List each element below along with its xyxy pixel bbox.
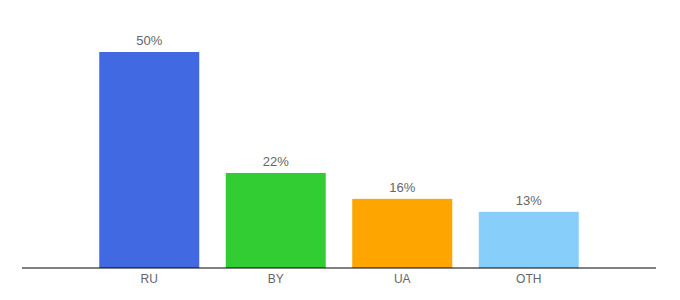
x-axis-line	[22, 268, 656, 269]
data-label: 13%	[516, 193, 542, 208]
bar	[479, 212, 579, 268]
data-label: 16%	[389, 180, 415, 195]
data-label: 22%	[263, 154, 289, 169]
bar	[226, 173, 326, 268]
bar	[99, 52, 199, 268]
x-tick-label: BY	[268, 272, 284, 286]
bar	[352, 199, 452, 268]
x-tick-label: OTH	[516, 272, 541, 286]
bars	[99, 52, 579, 268]
chart: 50% 22% 16% 13% RU BY UA OTH	[0, 0, 680, 300]
data-label: 50%	[136, 33, 162, 48]
x-tick-label: UA	[394, 272, 411, 286]
x-tick-label: RU	[141, 272, 158, 286]
